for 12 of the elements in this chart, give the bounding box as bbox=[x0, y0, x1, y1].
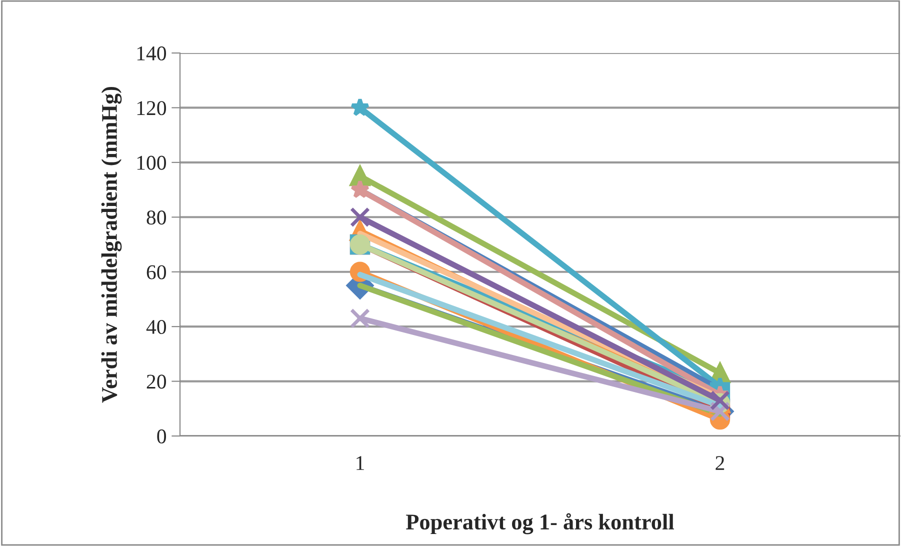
y-tick-label: 0 bbox=[157, 429, 166, 444]
y-tick-label: 100 bbox=[137, 156, 166, 170]
y-tick-label: 40 bbox=[146, 320, 166, 334]
y-tick-label: 80 bbox=[146, 210, 166, 225]
y-tick-label: 20 bbox=[146, 374, 166, 389]
y-tick-label: 60 bbox=[146, 265, 166, 280]
x-axis-title: Poperativt og 1- års kontroll bbox=[406, 513, 674, 534]
y-tick-label: 140 bbox=[137, 46, 166, 60]
x-tick-label: 2 bbox=[716, 456, 724, 470]
x-tick-label: 1 bbox=[356, 456, 364, 470]
y-tick-label: 120 bbox=[137, 101, 166, 116]
y-axis-title: Verdi av middelgradient (mmHg) bbox=[101, 86, 122, 403]
